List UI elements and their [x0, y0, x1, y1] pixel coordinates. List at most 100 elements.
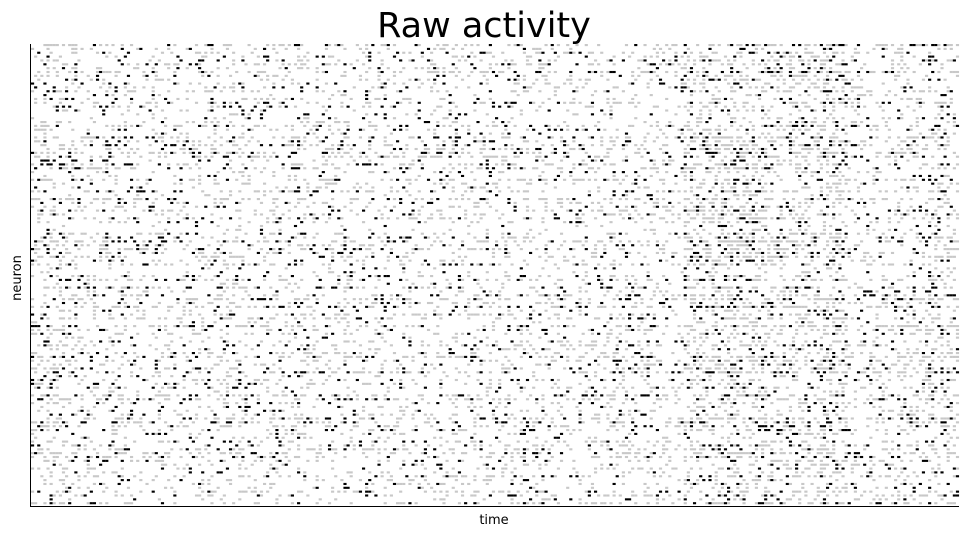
heatmap-cell: [937, 275, 941, 278]
heatmap-cell: [801, 78, 805, 81]
heatmap-cell: [34, 101, 38, 104]
heatmap-cell: [433, 67, 437, 70]
heatmap-cell: [331, 251, 335, 255]
heatmap-cell: [402, 255, 406, 258]
heatmap-cell: [702, 182, 706, 185]
heatmap-cell: [556, 55, 561, 58]
heatmap-cell: [297, 47, 301, 50]
heatmap-cell: [593, 90, 598, 93]
heatmap-cell: [423, 144, 427, 147]
heatmap-cell: [881, 55, 885, 58]
heatmap-cell: [696, 136, 700, 139]
heatmap-cell: [807, 59, 811, 62]
heatmap-cell: [269, 190, 273, 193]
heatmap-cell: [445, 51, 449, 54]
heatmap-cell: [822, 63, 827, 66]
heatmap-cell: [658, 78, 663, 81]
heatmap-cell: [380, 248, 384, 251]
heatmap-cell: [900, 55, 904, 58]
heatmap-cell: [343, 236, 347, 239]
heatmap-cell: [897, 144, 901, 147]
heatmap-cell: [680, 90, 684, 93]
heatmap-cell: [504, 271, 508, 274]
heatmap-cell: [655, 201, 659, 204]
heatmap-cell: [40, 159, 44, 162]
heatmap-cell: [176, 67, 180, 70]
heatmap-cell: [952, 113, 956, 116]
heatmap-cell: [590, 251, 595, 255]
heatmap-cell: [751, 167, 755, 170]
heatmap-cell: [621, 178, 625, 181]
heatmap-cell: [430, 70, 434, 74]
heatmap-cell: [300, 97, 304, 101]
heatmap-cell: [488, 90, 492, 93]
heatmap-cell: [43, 278, 47, 281]
heatmap-cell: [380, 240, 384, 243]
heatmap-cell: [525, 86, 530, 89]
heatmap-cell: [779, 228, 783, 231]
heatmap-cell: [544, 209, 548, 212]
heatmap-cell: [628, 240, 632, 243]
heatmap-cell: [479, 82, 483, 85]
heatmap-cell: [222, 86, 226, 89]
heatmap-cell: [148, 59, 152, 62]
heatmap-cell: [686, 144, 690, 147]
heatmap-cell: [324, 151, 329, 154]
heatmap-cell: [253, 167, 257, 170]
heatmap-cell: [204, 86, 208, 89]
heatmap-cell: [213, 182, 217, 185]
heatmap-cell: [365, 90, 369, 93]
heatmap-cell: [720, 144, 724, 147]
heatmap-cell: [340, 251, 344, 255]
heatmap-cell: [173, 124, 177, 127]
heatmap-cell: [123, 275, 127, 278]
heatmap-cell: [813, 244, 817, 247]
heatmap-cell: [396, 101, 400, 104]
heatmap-cell: [931, 136, 935, 139]
heatmap-cell: [810, 236, 814, 239]
heatmap-cell: [238, 255, 242, 258]
heatmap-cell: [201, 70, 205, 74]
heatmap-cell: [49, 178, 53, 181]
heatmap-cell: [164, 132, 168, 135]
heatmap-cell: [658, 248, 663, 251]
heatmap-cell: [179, 240, 183, 243]
heatmap-cell: [349, 201, 353, 204]
heatmap-cell: [572, 178, 576, 181]
heatmap-cell: [470, 70, 474, 74]
heatmap-cell: [825, 78, 830, 81]
heatmap-cell: [92, 121, 97, 124]
heatmap-cell: [587, 105, 591, 108]
heatmap-cell: [798, 217, 802, 220]
heatmap-cell: [708, 144, 712, 147]
heatmap-cell: [448, 136, 452, 139]
heatmap-cell: [779, 136, 783, 139]
heatmap-cell: [306, 117, 310, 120]
heatmap-cell: [377, 86, 381, 89]
heatmap-cell: [708, 109, 712, 112]
heatmap-cell: [43, 128, 47, 131]
heatmap-cell: [482, 213, 486, 216]
heatmap-cell: [535, 109, 539, 112]
heatmap-cell: [900, 186, 904, 189]
heatmap-cell: [742, 194, 746, 197]
heatmap-cell: [111, 155, 115, 158]
heatmap-cell: [151, 205, 155, 208]
heatmap-cell: [485, 163, 489, 166]
heatmap-cell: [940, 174, 944, 178]
heatmap-cell: [173, 70, 177, 74]
heatmap-cell: [847, 97, 851, 101]
heatmap-cell: [383, 94, 387, 97]
heatmap-cell: [99, 167, 103, 170]
heatmap-cell: [723, 201, 728, 204]
heatmap-cell: [813, 55, 817, 58]
heatmap-cell: [569, 221, 573, 224]
heatmap-cell: [380, 44, 384, 47]
heatmap-cell: [921, 163, 926, 166]
heatmap-cell: [708, 132, 712, 135]
heatmap-cell: [114, 178, 118, 181]
heatmap-cell: [739, 51, 743, 54]
heatmap-cell: [389, 251, 393, 255]
heatmap-cell: [600, 109, 604, 112]
heatmap-cell: [714, 236, 718, 239]
